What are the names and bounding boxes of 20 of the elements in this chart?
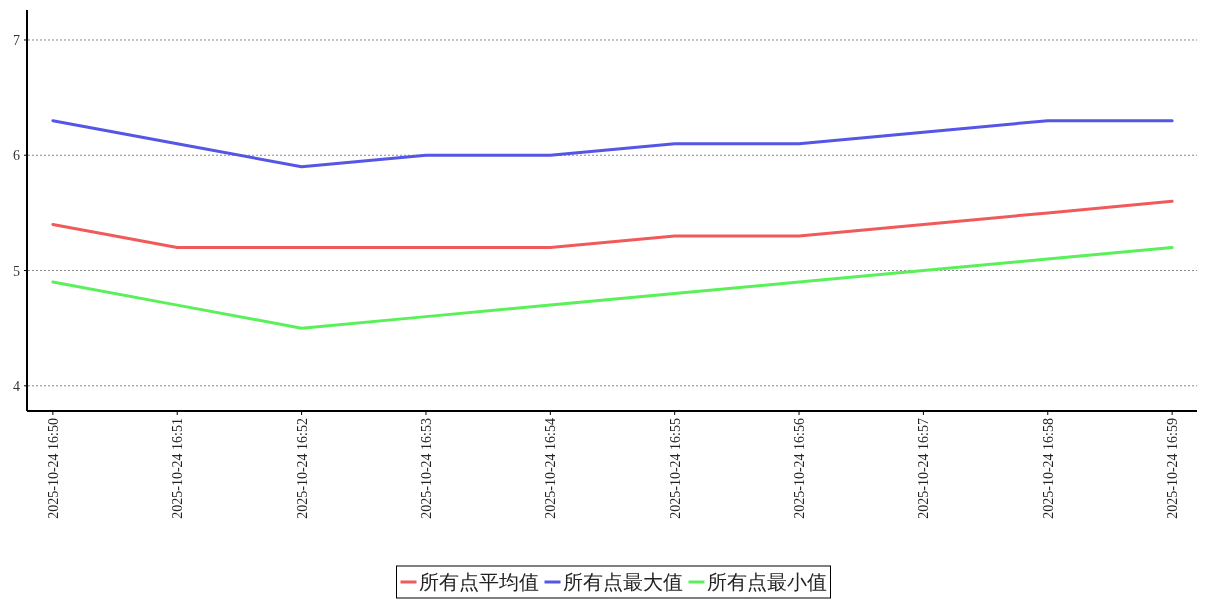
y-tick-label: 4 (13, 378, 20, 394)
y-tick-label: 7 (13, 32, 20, 48)
x-tick-label: 2025-10-24 16:52 (294, 418, 310, 519)
y-tick-label: 6 (13, 148, 20, 164)
x-tick-label: 2025-10-24 16:58 (1040, 418, 1056, 519)
line-series (51, 119, 1174, 169)
x-tick-label: 2025-10-24 16:50 (45, 418, 61, 519)
x-tick-label: 2025-10-24 16:59 (1165, 418, 1181, 519)
y-tick-label: 5 (13, 263, 20, 279)
x-tick-label: 2025-10-24 16:55 (667, 418, 683, 519)
line-series (51, 245, 1174, 330)
x-tick-label: 2025-10-24 16:57 (916, 418, 932, 519)
x-tick-label: 2025-10-24 16:53 (418, 418, 434, 519)
legend-label: 所有点平均值 (418, 571, 539, 593)
legend-label: 所有点最小值 (706, 571, 827, 593)
x-tick-label: 2025-10-24 16:51 (170, 418, 186, 519)
line-series (51, 199, 1174, 249)
legend-label: 所有点最大值 (562, 571, 683, 593)
x-tick-label: 2025-10-24 16:54 (543, 418, 559, 519)
x-tick-label: 2025-10-24 16:56 (792, 418, 808, 519)
